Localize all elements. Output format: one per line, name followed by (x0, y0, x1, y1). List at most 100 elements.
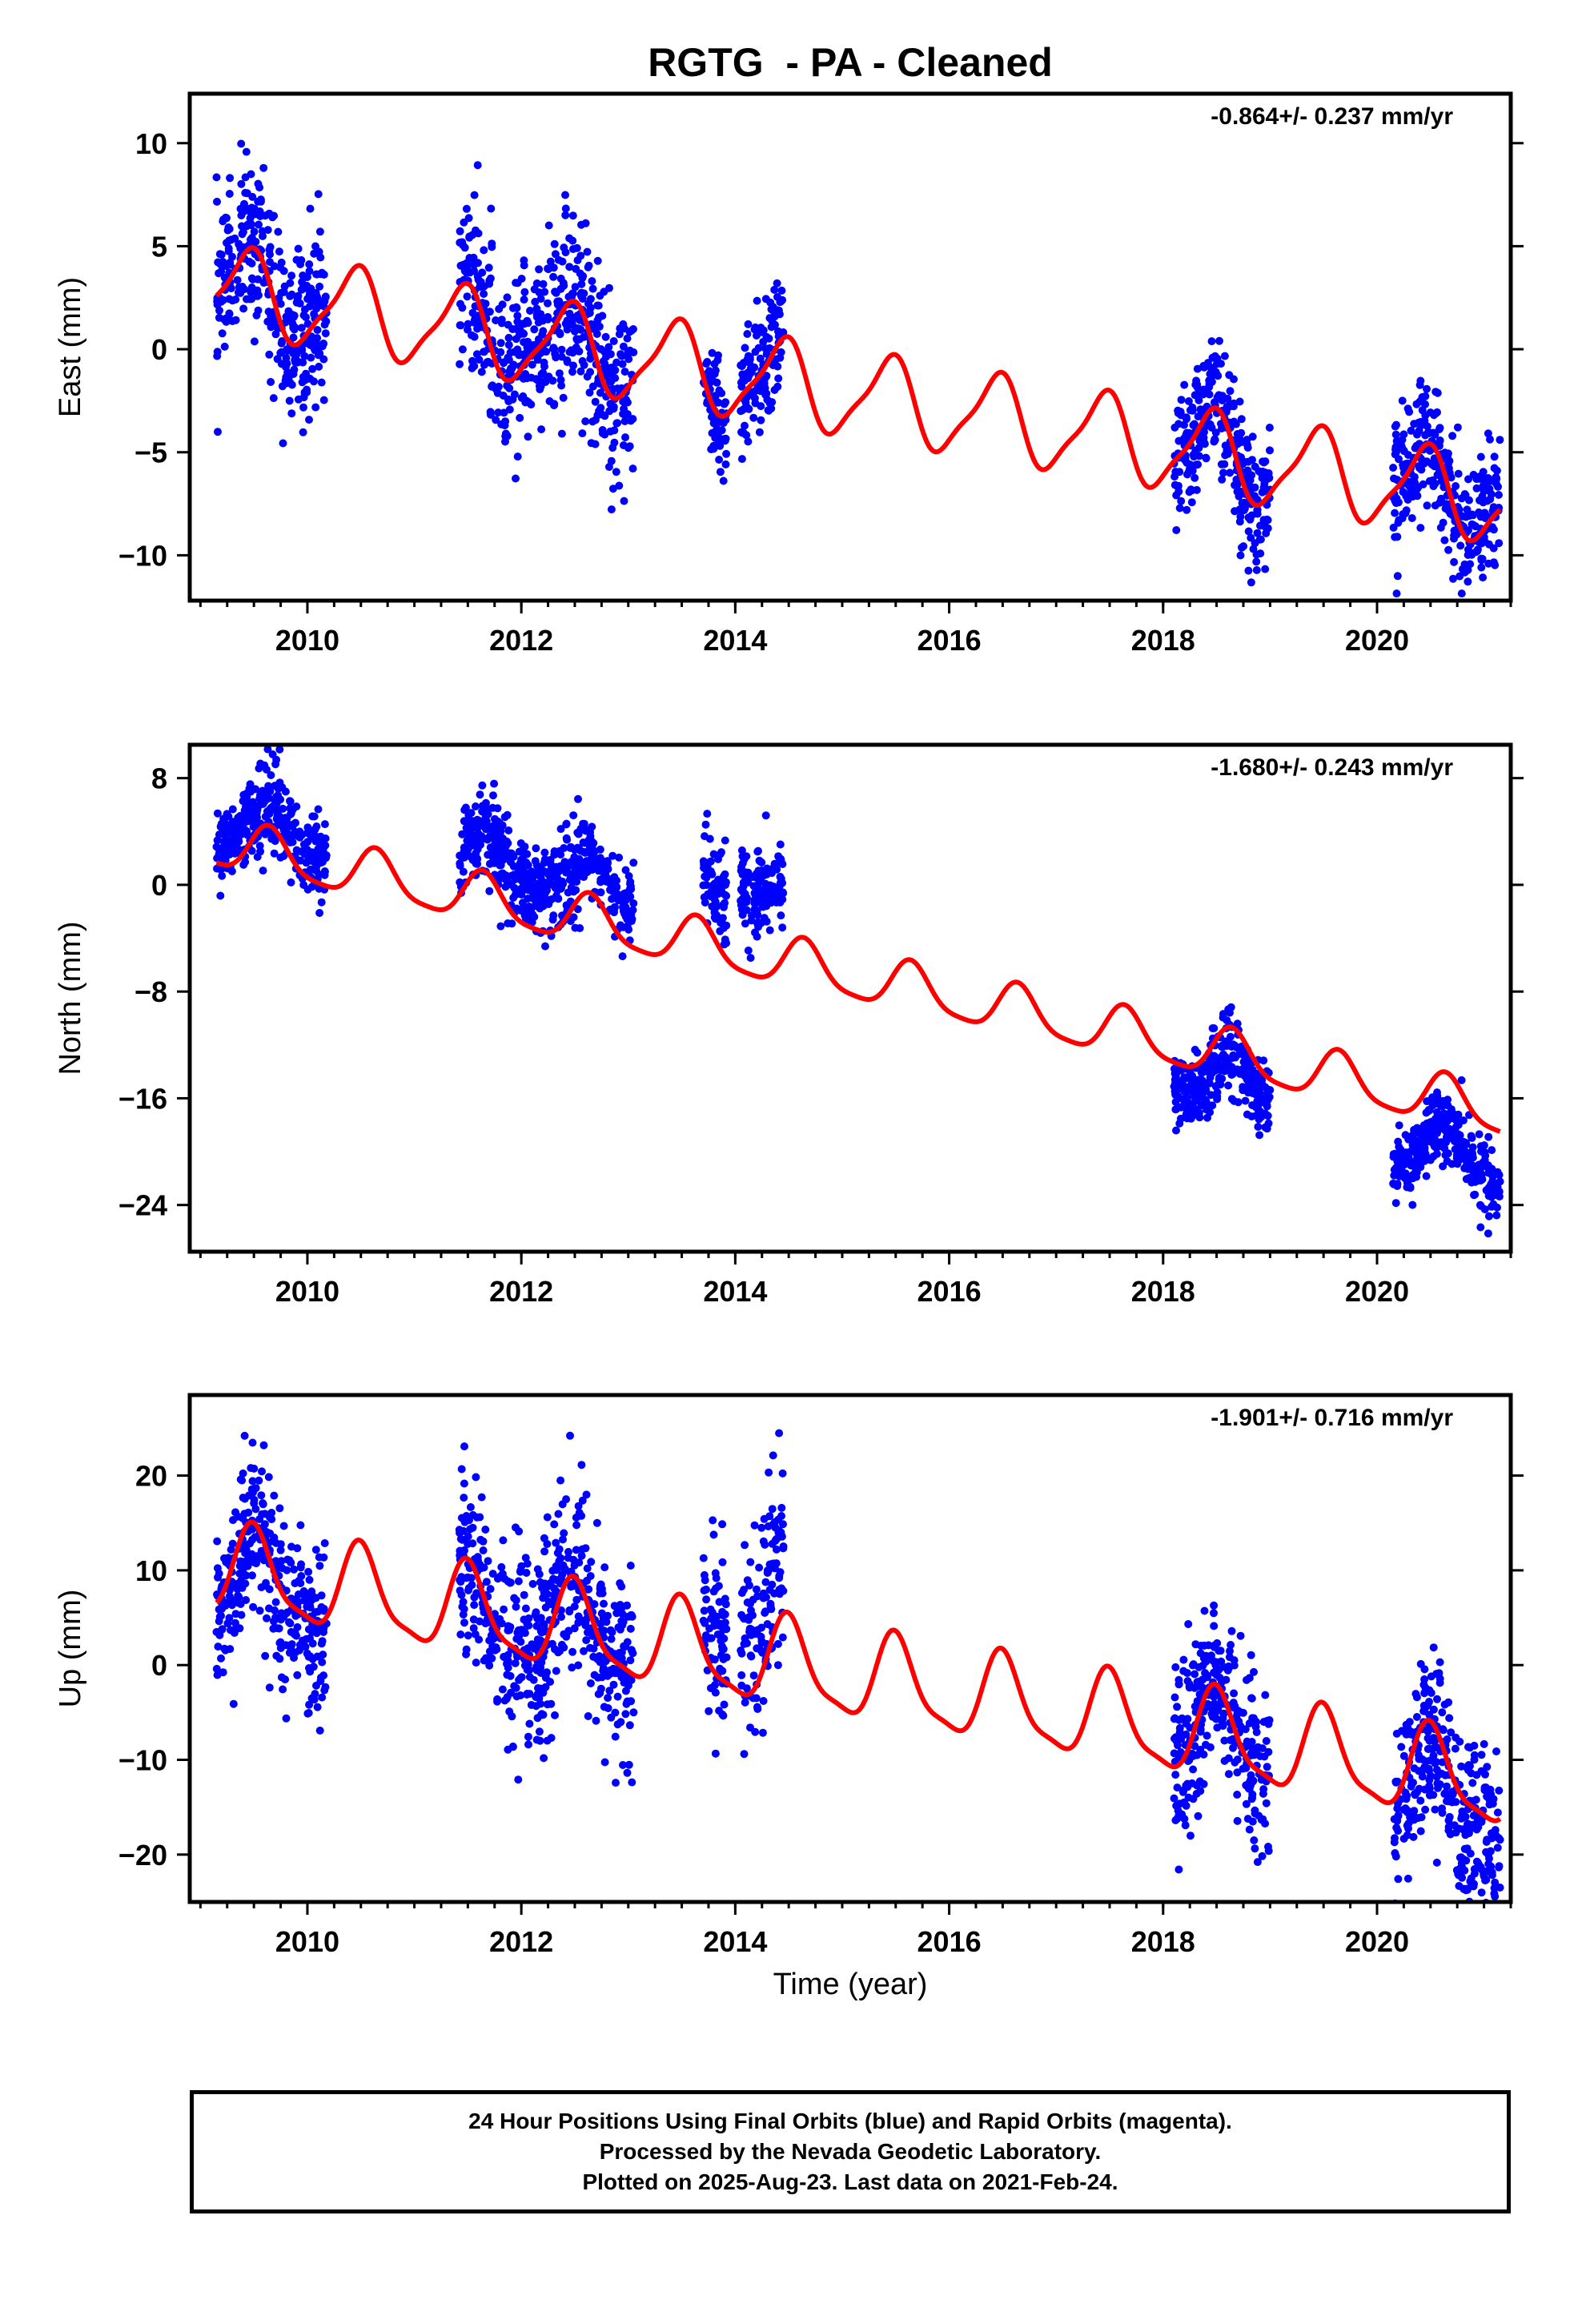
data-point (711, 1569, 720, 1578)
data-point (565, 263, 574, 271)
data-point (250, 227, 259, 236)
data-point (539, 279, 548, 288)
data-point (320, 820, 329, 829)
data-point (593, 1655, 602, 1663)
data-point (235, 283, 243, 292)
data-point (217, 251, 226, 259)
data-point (523, 1666, 532, 1675)
data-point (240, 1494, 249, 1503)
data-point (464, 214, 473, 223)
data-point (464, 811, 473, 820)
data-point (1413, 492, 1422, 501)
data-point (1235, 492, 1243, 501)
data-point (711, 420, 720, 428)
data-point (1408, 1174, 1417, 1183)
data-point (1194, 1811, 1203, 1820)
data-point (1182, 459, 1191, 467)
data-point (738, 859, 747, 867)
data-point (568, 211, 577, 220)
data-point (276, 853, 285, 862)
data-point (544, 221, 553, 230)
data-point (1463, 505, 1472, 514)
data-point (303, 1709, 312, 1718)
data-point (525, 1673, 534, 1681)
data-point (1443, 1149, 1452, 1158)
data-point (1178, 1076, 1187, 1084)
data-point (500, 1605, 508, 1614)
data-point (458, 304, 467, 312)
data-point (1228, 1068, 1237, 1077)
data-point (294, 244, 303, 253)
data-point (1223, 446, 1231, 455)
data-point (226, 260, 235, 269)
data-point (317, 378, 326, 387)
data-point (522, 1569, 531, 1577)
data-point (532, 1693, 540, 1702)
data-point (1251, 462, 1259, 471)
data-point (562, 819, 571, 828)
data-point (1391, 430, 1400, 439)
data-point (243, 830, 252, 839)
data-point (263, 1614, 271, 1622)
data-point (485, 308, 494, 316)
data-point (525, 1719, 534, 1728)
data-point (227, 867, 236, 875)
data-point (212, 1664, 221, 1673)
data-point (597, 1609, 606, 1618)
data-point (468, 1581, 476, 1590)
data-point (464, 1631, 472, 1640)
data-point (776, 353, 785, 362)
data-point (1182, 1114, 1191, 1123)
data-point (737, 1681, 746, 1690)
data-point (1263, 1763, 1271, 1771)
data-point (1431, 501, 1439, 510)
data-point (747, 1652, 756, 1661)
data-point (554, 883, 563, 891)
data-point (1242, 1799, 1251, 1808)
data-point (755, 856, 764, 865)
data-point (279, 267, 288, 275)
data-point (620, 368, 629, 376)
data-point (578, 1545, 587, 1554)
data-point (215, 844, 223, 853)
data-point (460, 1479, 468, 1488)
data-point (629, 1708, 638, 1717)
data-point (497, 1562, 506, 1571)
data-point (540, 858, 548, 867)
data-point (1423, 457, 1431, 466)
data-point (1213, 1095, 1222, 1104)
data-point (1476, 1223, 1485, 1232)
data-point (481, 1526, 490, 1534)
data-point (466, 1503, 475, 1511)
data-point (299, 428, 307, 436)
data-point (225, 1614, 234, 1622)
data-point (484, 850, 492, 859)
data-point (737, 885, 745, 894)
data-point (621, 433, 629, 442)
data-point (317, 1639, 326, 1648)
data-point (715, 1621, 724, 1630)
data-point (258, 1467, 266, 1476)
data-point (1263, 1088, 1272, 1096)
data-point (540, 1754, 548, 1763)
data-point (1226, 1647, 1234, 1655)
data-point (315, 1727, 324, 1735)
data-point (745, 352, 754, 361)
data-point (259, 1499, 267, 1507)
data-point (591, 440, 600, 448)
data-point (1248, 1089, 1257, 1098)
data-point (275, 1655, 284, 1663)
data-point (314, 190, 323, 199)
data-point (1192, 460, 1201, 469)
data-point (293, 1544, 302, 1553)
data-point (460, 1605, 468, 1614)
data-point (261, 1651, 270, 1660)
data-point (276, 300, 285, 308)
data-point (510, 1594, 519, 1602)
data-point (746, 1558, 755, 1566)
data-point (484, 1557, 492, 1566)
data-point (1203, 1060, 1212, 1069)
data-point (283, 368, 292, 376)
data-point (514, 1577, 523, 1586)
data-point (293, 1622, 302, 1631)
